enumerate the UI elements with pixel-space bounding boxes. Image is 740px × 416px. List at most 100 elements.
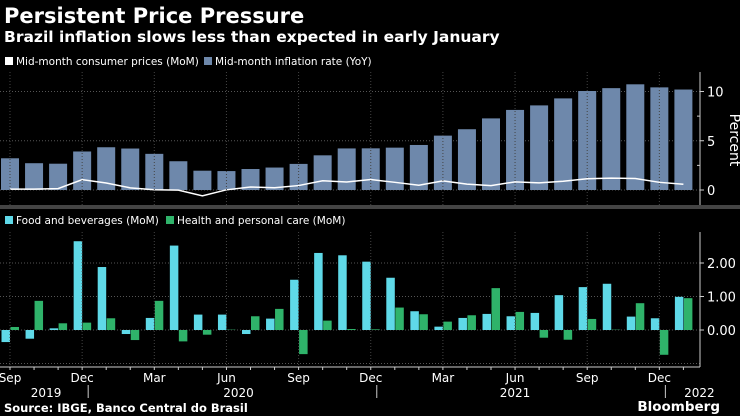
bar-yoy [97,147,116,190]
bar-yoy [506,109,525,190]
bar-food [217,314,227,330]
top-legend: Mid-month consumer prices (MoM) Mid-mont… [5,56,372,68]
bar-health [347,328,356,330]
bar-yoy [121,148,140,190]
bar-yoy [313,155,332,190]
y-tick-label: 5 [707,135,715,150]
bar-food [650,318,660,330]
bar-health [178,330,188,342]
bar-health [154,300,164,330]
bloomberg-logo: Bloomberg [637,399,720,415]
bar-food [626,316,636,330]
bar-yoy [241,169,260,190]
bar-health [659,330,669,355]
x-month-label: Jun [216,371,236,385]
bar-food [290,279,299,330]
bar-food [25,330,35,339]
bar-health [563,330,573,340]
bar-health [10,326,19,330]
bar-health [299,330,308,355]
legend-label-mom: Mid-month consumer prices (MoM) [16,56,199,68]
y-tick-label: 10 [707,86,724,101]
bar-yoy [337,148,356,190]
bar-health [275,308,284,330]
bar-health [419,314,428,330]
bar-yoy [457,129,476,190]
bar-yoy [25,163,44,190]
bar-food [242,330,251,335]
bar-yoy [265,167,284,190]
x-month-label: Dec [648,371,671,385]
bar-food [338,255,347,330]
y-axis-label: Percent [726,114,740,167]
bar-health [106,318,116,330]
bar-health [539,330,549,338]
bar-health [202,330,212,335]
source-note: Source: IBGE, Banco Central do Brasil [4,401,248,415]
bar-health [467,315,476,330]
x-year-label: 2021 [500,386,531,400]
bar-food [386,277,395,330]
bar-health [82,322,92,330]
y-tick-label: 1.00 [707,291,736,306]
bar-food [193,314,203,330]
bar-food [49,328,59,330]
x-year-label: 2022 [684,386,715,400]
bar-yoy [169,161,188,190]
bar-food [506,316,516,330]
x-month-label: Sep [0,371,21,385]
bar-yoy [602,88,621,190]
x-month-label: Mar [432,371,455,385]
legend-swatch-yoy [204,57,212,65]
legend-label-food: Food and beverages (MoM) [16,215,159,227]
bar-yoy [193,170,212,190]
bar-health [58,323,68,330]
legend-swatch-food [5,216,13,224]
bar-yoy [482,118,500,190]
x-month-label: Jun [505,371,525,385]
bar-food [410,311,419,330]
legend-swatch-mom [5,57,13,65]
bar-health [443,321,452,330]
bar-food [1,330,10,343]
bar-health [34,300,44,330]
legend-swatch-health [166,216,174,224]
bar-health [251,316,260,330]
bar-food [314,252,323,330]
x-month-label: Dec [71,371,94,385]
bar-food [674,296,684,330]
bar-yoy [49,163,68,190]
bar-yoy [530,105,549,190]
bar-yoy [626,84,645,190]
x-month-label: Mar [143,371,166,385]
bar-food [554,295,564,330]
bar-health [395,307,404,330]
x-year-label: 2019 [31,386,62,400]
bar-health [371,329,380,330]
bar-yoy [674,89,693,190]
bar-health [683,298,693,330]
x-month-label: Dec [359,371,382,385]
bar-food [458,317,467,330]
y-tick-label: 2.00 [707,257,736,272]
bar-health [635,303,645,330]
line-mom [10,177,684,197]
bar-food [121,330,131,335]
bar-food [482,313,491,330]
bar-yoy [385,147,404,190]
y-tick-label: 0 [707,184,715,199]
chart-title: Persistent Price Pressure [4,4,305,28]
x-month-label: Sep [576,371,599,385]
legend-label-yoy: Mid-month inflation rate (YoY) [215,56,372,68]
y-tick-label: 0.00 [707,324,736,339]
bar-health [323,320,332,330]
bar-food [145,317,155,330]
panel-separator [0,205,740,209]
bar-yoy [409,144,428,190]
bar-health [130,330,140,341]
bar-food [169,245,179,330]
bar-food [97,267,107,330]
x-month-label: Sep [287,371,310,385]
bottom-legend: Food and beverages (MoM) Health and pers… [5,215,345,227]
